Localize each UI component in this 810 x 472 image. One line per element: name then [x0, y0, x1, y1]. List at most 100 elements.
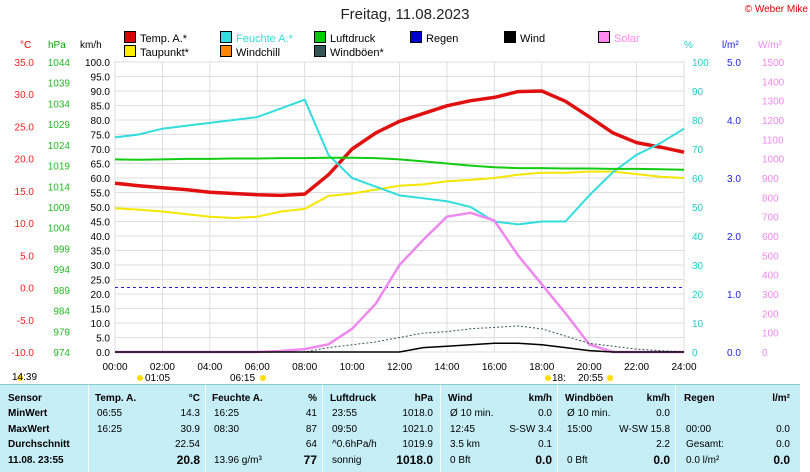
table-row-label: Durchschnitt: [8, 439, 70, 450]
table-separator: [675, 385, 676, 472]
temp-tick-label: -10.0: [11, 348, 34, 359]
time-tick-label: 02:00: [150, 362, 175, 373]
table-header: %: [308, 393, 317, 404]
legend-item: Feuchte A.*: [220, 31, 293, 45]
table-cell-info: 16:25: [97, 423, 123, 435]
press-tick-label: 989: [53, 286, 70, 297]
press-tick-label: 1014: [48, 182, 71, 193]
time-tick-label: 08:00: [292, 362, 317, 373]
series-feuchtea: [114, 98, 685, 226]
temp-tick-label: 25.0: [15, 122, 35, 133]
unit-solar: W/m²: [758, 40, 782, 51]
chart-title: Freitag, 11.08.2023: [340, 6, 470, 23]
table-separator: [88, 385, 89, 472]
wind-tick-label: 10.0: [91, 319, 111, 330]
table-header: l/m²: [772, 393, 790, 404]
table-header: Feuchte A.: [212, 393, 263, 404]
series-luftdruck: [114, 156, 685, 171]
sun-marker-icon: [607, 375, 613, 381]
table-cell-value: 0.0: [653, 452, 670, 467]
legend-item: Solar: [598, 31, 640, 45]
chart-axes: 35.0 30.0 25.0 20.0 15.0 10.0 5.0 0.0 -5.0 -10.0 1…: [11, 58, 784, 359]
table-cell-value: 64: [305, 439, 317, 450]
table-cell-value: 0.1: [538, 439, 552, 450]
legend-item: Windchill: [220, 45, 281, 59]
solar-tick-label: 1100: [762, 135, 784, 146]
series-wind: [115, 342, 684, 353]
press-tick-label: 1019: [48, 162, 71, 173]
table-header: °C: [188, 393, 200, 404]
table-row-label: 11.08. 23:55: [8, 454, 64, 466]
table-cell-value: 22.54: [174, 439, 200, 450]
table-cell-info: 0.0 l/m²: [686, 454, 720, 466]
wind-tick-label: 5.0: [96, 334, 110, 345]
time-tick-label: 14:00: [434, 362, 459, 373]
time-tick-label: 24:00: [671, 362, 696, 373]
temp-tick-label: 5.0: [20, 251, 34, 262]
press-tick-label: 979: [53, 327, 70, 338]
time-tick-label: 12:00: [387, 362, 412, 373]
sunrise-time: 06:15: [230, 373, 256, 384]
legend-label: Solar: [614, 33, 640, 45]
table-cell-info: 23:55: [332, 408, 358, 419]
legend-label: Windchill: [236, 47, 281, 59]
temp-tick-label: 0.0: [20, 284, 34, 295]
rain-tick-label: 0.0: [727, 348, 741, 359]
temp-tick-label: -5.0: [17, 316, 35, 327]
wind-tick-label: 65.0: [91, 160, 111, 171]
legend-swatch: [220, 45, 232, 57]
hum-tick-label: 100: [692, 58, 709, 69]
solar-tick-label: 300: [762, 290, 779, 301]
table-cell-info: 0 Bft: [450, 454, 471, 466]
rain-tick-label: 2.0: [727, 232, 741, 243]
table-cell-value: 1019.9: [402, 439, 433, 450]
copyright-link[interactable]: © Weber Mike: [744, 4, 808, 15]
temp-tick-label: 15.0: [15, 187, 35, 198]
table-header: Wind: [448, 393, 473, 404]
legend-swatch: [314, 45, 326, 57]
hum-tick-label: 60: [692, 174, 704, 185]
press-tick-label: 1004: [48, 224, 71, 235]
legend-item: Temp. A.*: [124, 31, 187, 45]
wind-tick-label: 0.0: [96, 348, 110, 359]
table-separator: [205, 385, 206, 472]
solar-tick-label: 700: [762, 213, 779, 224]
sun-marker-icon: [545, 375, 551, 381]
table-cell-info: Ø 10 min.: [450, 408, 494, 419]
table-cell-info: 09:50: [332, 423, 358, 435]
table-cell-info: 13.96 g/m³: [214, 454, 262, 466]
rain-tick-label: 3.0: [727, 174, 741, 185]
table-cell-value: W-SW 15.8: [619, 423, 670, 435]
solar-tick-label: 100: [762, 329, 779, 340]
time-tick-label: 16:00: [482, 362, 507, 373]
wind-tick-label: 55.0: [91, 189, 111, 200]
table-header: km/h: [646, 393, 670, 404]
table-cell-info: 08:30: [214, 423, 240, 435]
solar-tick-label: 1000: [762, 155, 785, 166]
table-cell-value: 14.3: [180, 408, 200, 419]
table-cell-value: 1018.0: [396, 452, 433, 467]
table-cell-info: ^0.6hPa/h: [332, 439, 377, 450]
legend-swatch: [314, 31, 326, 43]
table-cell-value: 1018.0: [402, 408, 433, 419]
legend-item: Taupunkt*: [124, 45, 189, 59]
table-cell-value: 0.0: [776, 423, 790, 435]
legend-swatch: [220, 31, 232, 43]
sunset-a-time: 18:: [552, 373, 566, 384]
legend-item: Regen: [410, 31, 458, 45]
wind-tick-label: 25.0: [91, 276, 111, 287]
press-tick-label: 1039: [48, 79, 71, 90]
stats-table: Sensor Temp. A. °C Feuchte A.% Luftdruck hPa W…: [0, 384, 800, 472]
table-cell-info: 15:00: [567, 423, 593, 435]
table-cell-info: 00:00: [686, 423, 712, 435]
solar-tick-label: 800: [762, 193, 779, 204]
legend-label: Taupunkt*: [140, 47, 189, 59]
table-cell-value: 0.0: [535, 452, 552, 467]
table-cell-value: 77: [303, 452, 317, 467]
table-cell-info: Gesamt:: [686, 439, 724, 450]
solar-tick-label: 1300: [762, 97, 785, 108]
wind-tick-label: 20.0: [91, 290, 111, 301]
table-cell-value: 1021.0: [402, 423, 433, 435]
unit-temp: °C: [20, 40, 32, 51]
wind-tick-label: 95.0: [91, 73, 111, 84]
